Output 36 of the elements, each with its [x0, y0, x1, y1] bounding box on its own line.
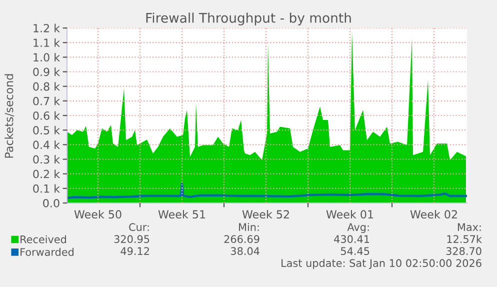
- y-tick-label: 0.3 k: [33, 155, 60, 164]
- text: Min:: [239, 222, 259, 231]
- y-tick-label: 0.4 k: [33, 140, 60, 150]
- y-tick-label: 1.2 k: [34, 24, 60, 32]
- x-tick-label: Week 01: [326, 210, 374, 219]
- y-tick-label: 1.1 k: [34, 38, 60, 47]
- text: 38.04: [230, 247, 260, 256]
- text: 430.41: [334, 235, 370, 244]
- x-tick-label: Week 02: [410, 210, 457, 219]
- chart-title: Firewall Throughput - by month: [146, 12, 351, 26]
- legend-label: Forwarded: [20, 248, 74, 256]
- line-series: [67, 182, 467, 200]
- y-tick-label: 0.5 k: [33, 126, 60, 134]
- text: Max:: [458, 223, 481, 232]
- text: 12.57k: [447, 234, 482, 244]
- x-tick-label: Week 51: [158, 210, 206, 219]
- x-tick-label: Week 50: [74, 210, 122, 219]
- text: Last update: Sat Jan 10 02:50:00 2026: [282, 258, 482, 270]
- y-tick-label: 0.9 k: [33, 68, 60, 76]
- text: 266.69: [224, 235, 260, 244]
- x-tick-label: Week 52: [242, 210, 289, 219]
- y-tick-label: 1.0 k: [34, 52, 60, 62]
- y-tick-label: 0.7 k: [33, 96, 60, 106]
- y-axis-title: Packets/second: [4, 74, 14, 158]
- y-tick-label: 0.1 k: [33, 184, 60, 193]
- text: 328.70: [446, 247, 482, 256]
- text: 54.45: [340, 247, 370, 256]
- legend-label: Received: [20, 235, 66, 244]
- text: 320.95: [114, 235, 150, 244]
- text: Avg:: [347, 223, 369, 234]
- y-tick-label: 0.6 k: [33, 111, 60, 120]
- y-tick-label: 0.8 k: [33, 82, 60, 91]
- text: 49.12: [120, 247, 149, 256]
- y-tick-label: 0.2 k: [33, 170, 60, 178]
- y-tick-label: 0.0: [43, 198, 60, 208]
- text: Cur:: [129, 223, 149, 232]
